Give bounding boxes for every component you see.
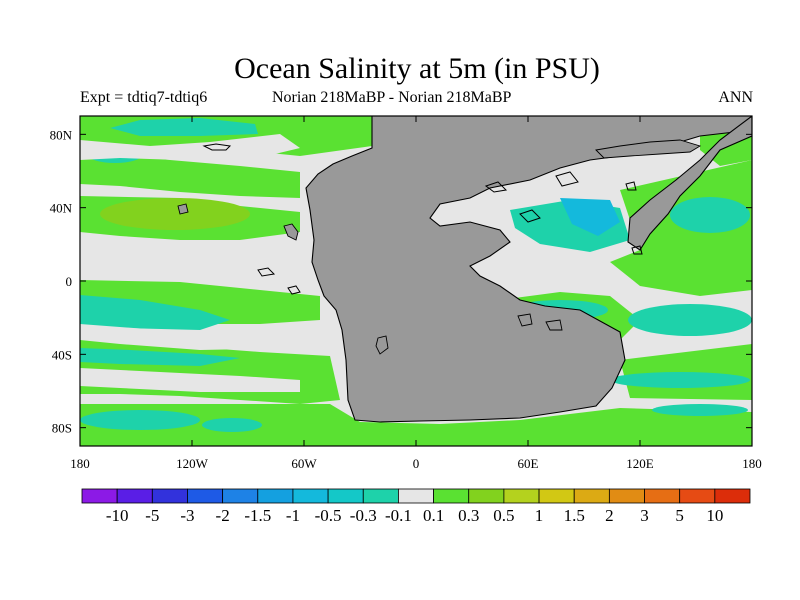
green-band-1 [80, 150, 300, 198]
lat-label: 80N [50, 127, 73, 142]
colorbar-label: 0.1 [423, 506, 444, 525]
coastline-east-2 [631, 245, 643, 255]
colorbar-label: -1 [286, 506, 300, 525]
map-title: Ocean Salinity at 5m (in PSU) [234, 52, 600, 85]
lat-label: 40N [50, 201, 73, 216]
island-4 [545, 319, 563, 331]
colorbar-swatch [116, 488, 153, 504]
colorbar-label: 3 [640, 506, 649, 525]
colorbar-swatch [679, 488, 716, 504]
island-3 [517, 313, 533, 327]
teal-south-pacific [80, 410, 200, 430]
pangaea-land [305, 116, 752, 423]
cimmeria-strip [595, 139, 702, 159]
colorbar-swatch [644, 488, 681, 504]
island-2 [375, 335, 389, 355]
colorbar-label: 0.3 [458, 506, 479, 525]
colorbar-swatch [222, 488, 259, 504]
yellow-green-patch-pacific [100, 198, 250, 230]
coastline-west-1 [257, 267, 276, 277]
colorbar-label: -3 [180, 506, 194, 525]
colorbar-label: -0.3 [350, 506, 377, 525]
eastern-land [627, 116, 752, 251]
land-masses [177, 116, 752, 423]
colorbar-swatch [468, 488, 505, 504]
salinity-colorbar: -10 -5 -3 -2 -1.5 -1 -0.5 -0.3 -0.1 0.1 0.3 0.5 1 1.5… [81, 488, 751, 525]
teal-south-east-2 [652, 404, 748, 416]
lon-label: 180 [742, 456, 762, 471]
island-5 [177, 203, 189, 215]
colorbar-label: 1.5 [564, 506, 585, 525]
season-label: ANN [718, 89, 753, 106]
colorbar-swatch [398, 488, 434, 504]
lon-label: 60W [291, 456, 317, 471]
lon-label: 120E [626, 456, 654, 471]
green-south-band [80, 404, 752, 446]
colorbar-swatch [573, 488, 610, 504]
lon-label: 0 [413, 456, 420, 471]
colorbar-label: 0.5 [493, 506, 514, 525]
teal-east-2 [628, 304, 752, 336]
colorbar-label: 5 [675, 506, 684, 525]
colorbar-swatch [608, 488, 645, 504]
coastline-north-pacific [202, 143, 232, 151]
colorbar-label: -0.1 [385, 506, 412, 525]
lat-label: 40S [52, 347, 72, 362]
teal-band-1 [80, 295, 230, 330]
map-axes: 80N 40N 0 40S 80S 180 120W 60W 0 60E 120E 180 [50, 116, 762, 471]
map-plot-area [80, 116, 752, 446]
colorbar-swatch [81, 488, 118, 504]
lat-label: 80S [52, 421, 72, 436]
teal-far-south [202, 418, 262, 432]
teal-east-1 [670, 197, 750, 233]
coastline-details [202, 143, 643, 295]
neutral-band-2 [80, 324, 300, 350]
lon-label: 60E [518, 456, 539, 471]
neutral-north-pacific [80, 134, 300, 160]
colorbar-swatch [327, 488, 364, 504]
cyan-tethys [560, 198, 620, 236]
colorbar-swatch [714, 488, 751, 504]
period-label: Norian 218MaBP - Norian 218MaBP [272, 89, 512, 106]
colorbar-swatch [292, 488, 329, 504]
coastline-tethys-2 [555, 171, 579, 187]
colorbar-label: 10 [706, 506, 723, 525]
lat-label: 0 [66, 274, 73, 289]
colorbar-swatch [362, 488, 399, 504]
colorbar-swatch [538, 488, 575, 504]
colorbar-label: 2 [605, 506, 614, 525]
colorbar-swatch [433, 488, 470, 504]
coastline-tethys-1 [484, 181, 508, 193]
colorbar-label: -5 [145, 506, 159, 525]
teal-band-2 [80, 348, 240, 366]
colorbar-label: -2 [216, 506, 230, 525]
colorbar-label: -10 [106, 506, 129, 525]
lon-label: 120W [176, 456, 209, 471]
island-1 [283, 223, 299, 241]
colorbar-swatch [503, 488, 540, 504]
coastline-east-1 [625, 181, 637, 191]
colorbar-swatch [151, 488, 188, 504]
teal-north-streak [110, 118, 258, 136]
colorbar-label: -0.5 [315, 506, 342, 525]
neutral-band-3 [80, 368, 300, 392]
colorbar-swatch [257, 488, 294, 504]
colorbar-swatch [187, 488, 224, 504]
green-east-ocean [610, 160, 752, 296]
coastline-tethys-3 [519, 209, 541, 223]
lon-label: 180 [70, 456, 90, 471]
coastline-west-2 [287, 285, 301, 295]
teal-south-east [610, 372, 750, 388]
colorbar-label: -1.5 [244, 506, 271, 525]
experiment-label: Expt = tdtiq7-tdtiq6 [80, 89, 208, 106]
colorbar-label: 1 [535, 506, 544, 525]
